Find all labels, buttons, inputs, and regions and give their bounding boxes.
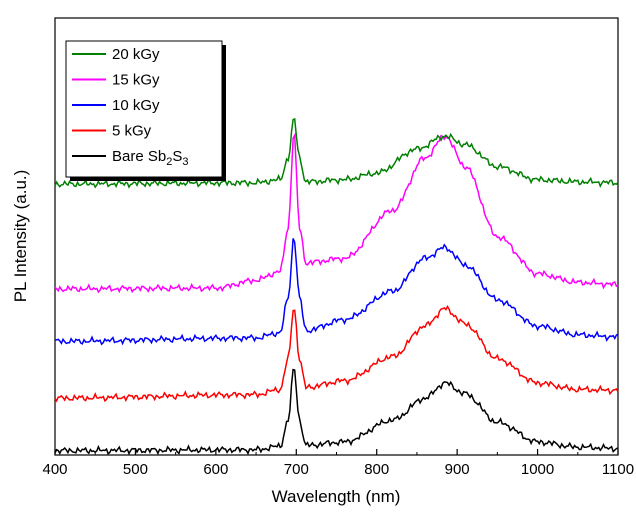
series-line-10-kgy (54, 238, 619, 346)
legend-label: Bare Sb2S3 (112, 148, 188, 168)
x-tick-label: 900 (445, 461, 470, 478)
series-line-15-kgy (54, 132, 619, 294)
x-axis-ticks: 400 500 600 700 800 900 1000 1100 (42, 449, 634, 478)
x-tick-label: 1100 (602, 461, 634, 478)
legend-label: 15 kGy (112, 72, 160, 89)
series-line-20-kgy (54, 117, 619, 189)
series-line-5-kgy (54, 304, 619, 403)
legend: 20 kGy 15 kGy 10 kGy 5 kGy Bare Sb2S3 (65, 40, 226, 181)
x-tick-label: 700 (284, 461, 309, 478)
x-axis-label: Wavelength (nm) (272, 487, 401, 506)
legend-label: 10 kGy (112, 97, 160, 114)
legend-box (65, 40, 223, 178)
x-tick-label: 600 (203, 461, 228, 478)
y-axis-label: PL Intensity (a.u.) (11, 170, 30, 303)
legend-label: 5 kGy (112, 123, 152, 140)
x-tick-label: 400 (42, 461, 67, 478)
series-layer (54, 117, 619, 456)
x-tick-label: 800 (364, 461, 389, 478)
x-tick-label: 500 (123, 461, 148, 478)
series-line-bare-sb2s3 (54, 368, 619, 456)
x-tick-label: 1000 (521, 461, 554, 478)
legend-label: 20 kGy (112, 46, 160, 63)
